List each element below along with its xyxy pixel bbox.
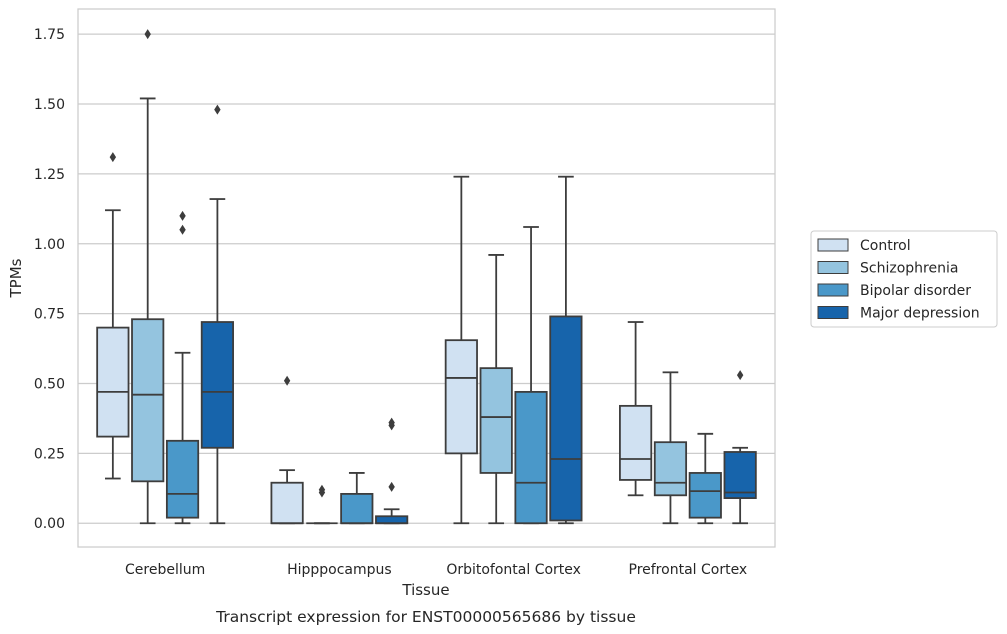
outlier-point [179,210,186,221]
y-tick-label: 1.75 [34,27,65,43]
box [444,175,478,525]
box [619,321,653,497]
legend: Control Schizophrenia Bipolar disorder Majo… [810,230,998,328]
box-body [375,515,409,525]
box-body [479,367,513,474]
box-body [619,404,653,481]
box-body [200,321,234,449]
box [688,432,722,525]
y-tick-labels: 0.00 0.25 0.50 0.75 1.00 1.25 1.50 1.75 [34,27,65,532]
box [96,152,130,480]
legend-swatch [817,283,849,297]
outlier-point [214,104,221,115]
outlier-point [144,29,151,40]
outlier-point [283,375,291,386]
y-axis-label: TPMs [7,258,25,298]
box [479,254,513,525]
outlier-point [318,484,326,495]
box [165,210,200,525]
box [340,472,374,525]
x-tick-label: Cerebellum [125,562,205,578]
y-tick-label: 0.00 [34,516,65,532]
y-tick-label: 1.00 [34,237,65,253]
outlier-point [109,152,117,163]
box [306,484,338,525]
y-tick-label: 0.25 [34,446,65,462]
y-tick-label: 1.50 [34,97,65,113]
legend-swatch [817,238,849,252]
box [131,29,165,525]
box-body [165,439,200,519]
y-tick-label: 0.75 [34,307,65,323]
box-body [96,326,130,438]
box [723,370,757,525]
legend-label: Control [860,238,911,254]
box-body [723,451,757,499]
legend-label: Major depression [860,306,980,322]
box-body [549,315,583,522]
box-body [514,390,548,525]
legend-swatch [817,261,849,274]
legend-label: Schizophrenia [860,261,958,277]
box-body [688,472,722,519]
box [270,375,304,525]
outlier-point [736,370,744,381]
box-body [444,339,478,455]
box-body [270,481,304,525]
legend-swatch [817,306,849,319]
outlier-point [388,417,395,428]
box [549,175,583,525]
box-body [653,441,688,497]
outlier-point [388,481,395,492]
x-tick-label: Orbitofontal Cortex [446,562,581,578]
x-axis-label: Tissue [401,581,449,599]
y-tick-label: 0.50 [34,377,65,393]
box-body [340,492,374,525]
chart-caption: Transcript expression for ENST0000056568… [215,608,636,626]
legend-label: Bipolar disorder [860,283,971,299]
x-tick-labels: Cerebellum Hipppocampus Orbitofontal Corte… [125,562,747,578]
x-tick-label: Prefrontal Cortex [629,562,748,578]
outlier-point [179,224,186,235]
box [200,104,234,525]
legend-frame [810,230,998,328]
box [653,371,688,525]
y-tick-label: 1.25 [34,167,65,183]
box [514,226,548,525]
x-tick-label: Hipppocampus [287,562,392,578]
box [375,417,409,525]
boxplot-series [96,29,757,525]
box-body [131,318,165,483]
plot-frame [77,8,776,548]
